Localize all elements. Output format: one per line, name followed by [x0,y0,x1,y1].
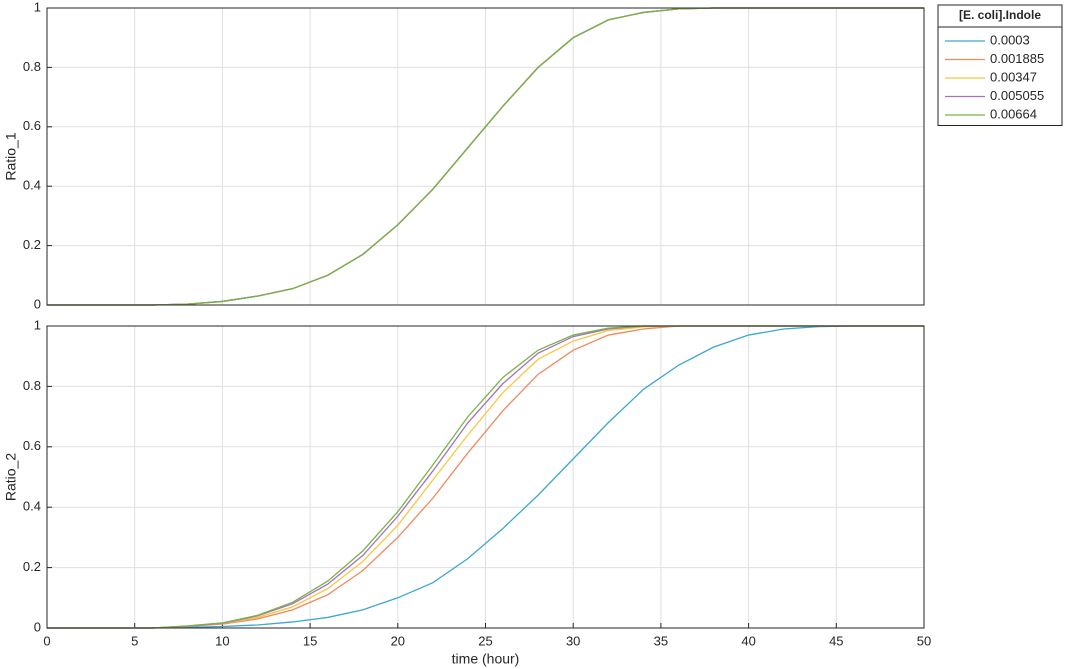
plot-frame [46,325,925,629]
x-tick-label: 0 [43,633,50,648]
x-tick-label: 15 [303,633,317,648]
x-tick-label: 35 [654,633,668,648]
x-tick-label: 10 [215,633,229,648]
y-tick-label: 0.4 [23,178,41,193]
y-tick-label: 0.8 [23,378,41,393]
y-tick-label: 0.6 [23,118,41,133]
legend-label: 0.00664 [990,106,1037,121]
legend-box [937,4,1063,126]
plot-frame [46,7,925,306]
legend-label: 0.00347 [990,69,1037,84]
y-tick-label: 0 [34,619,41,634]
x-tick-label: 50 [917,633,931,648]
legend-label: 0.005055 [990,88,1044,103]
legend-label: 0.001885 [990,51,1044,66]
y-tick-label: 0.6 [23,438,41,453]
y-tick-label: 0.2 [23,559,41,574]
y-tick-label: 1 [34,0,41,14]
legend-label: 0.0003 [990,32,1030,47]
x-tick-label: 20 [391,633,405,648]
y-tick-label: 0 [34,296,41,311]
y-axis-label: Ratio_2 [3,453,19,501]
series-line [47,325,924,629]
x-tick-label: 30 [566,633,580,648]
x-tick-label: 5 [131,633,138,648]
x-tick-label: 25 [478,633,492,648]
y-tick-label: 0.2 [23,237,41,252]
legend-title: [E. coli].Indole [959,8,1041,22]
x-tick-label: 45 [829,633,843,648]
y-tick-label: 1 [34,317,41,332]
x-axis-label: time (hour) [452,651,520,667]
y-tick-label: 0.4 [23,499,41,514]
x-tick-label: 40 [741,633,755,648]
y-tick-label: 0.8 [23,59,41,74]
y-axis-label: Ratio_1 [3,132,19,180]
